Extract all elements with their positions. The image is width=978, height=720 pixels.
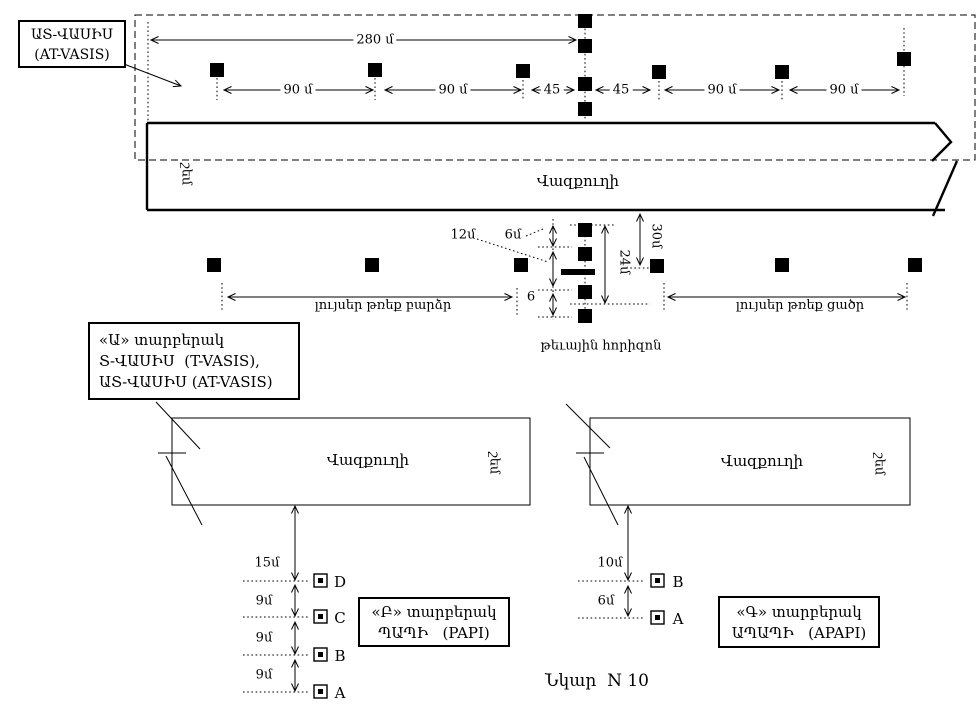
apapi-light-letter-a: A <box>672 610 684 628</box>
apapi-light-letter-b: B <box>672 573 684 591</box>
variant-a-line-2: Տ-ՎԱՍԻՍ (T-VASIS), <box>99 352 260 370</box>
papi-runway-outline <box>155 401 531 526</box>
mid-dimension-arrows <box>226 212 907 317</box>
apapi-runway-outline <box>565 403 911 526</box>
figure-caption: Նկար N 10 <box>545 671 649 691</box>
dim-label-45-2: 45 <box>609 82 633 98</box>
callout-line-1: ԱՏ-ՎԱՍԻՍ <box>30 27 114 43</box>
dim-label-90m-2: 90 մ <box>435 82 471 98</box>
at-vasis-light-units <box>210 14 911 116</box>
papi-light-letter-b: B <box>334 647 346 665</box>
fly-low-line-1: լույսեր <box>735 298 784 313</box>
top-dimension-ticks <box>216 28 905 100</box>
variant-b-line-1: «Բ» տարբերակ <box>371 603 497 621</box>
top-threshold-label: շեմ <box>178 162 194 186</box>
dim-label-280m: 280 մ <box>353 32 397 48</box>
papi-dim-15m: 15մ <box>254 555 280 571</box>
papi-threshold-label: շեմ <box>486 451 502 475</box>
dim-label-90m-4: 90 մ <box>826 82 862 98</box>
apapi-light-unit-a <box>650 610 665 625</box>
dim-label-90m-1: 90 մ <box>280 82 316 98</box>
papi-light-unit-b <box>313 647 328 662</box>
papi-light-unit-c <box>313 609 328 624</box>
papi-dim-9m-2: 9մ <box>255 630 273 646</box>
top-runway-label: Վազքուղի <box>536 172 620 190</box>
dim-label-6-lower: 6 <box>526 289 536 305</box>
papi-light-units <box>313 573 328 699</box>
fly-low-line-2: թռեք ցածր <box>787 298 865 313</box>
papi-runway-label: Վազքուղի <box>326 451 410 469</box>
papi-dim-9m-3: 9մ <box>255 667 273 683</box>
top-runway-outline <box>145 121 959 217</box>
wing-horizon-label: թեւային հորիզոն <box>540 338 662 354</box>
variant-g-line-2: ԱՊԱՊԻ (APAPI) <box>731 624 867 642</box>
dim-label-12m: 12մ <box>450 227 476 243</box>
fly-high-line-1: լույսեր <box>314 298 363 313</box>
papi-dim-9m-1: 9մ <box>255 593 273 609</box>
variant-a-line-3: ԱՏ-ՎԱՍԻՍ (AT-VASIS) <box>99 373 273 391</box>
dim-label-45-1: 45 <box>540 82 564 98</box>
papi-dimension-chain <box>243 504 308 693</box>
callout-line-2: (AT-VASIS) <box>34 47 110 63</box>
papi-light-letter-c: C <box>334 609 346 627</box>
apapi-light-units <box>650 573 665 625</box>
fly-high-line-2: թռեք բարձր <box>366 298 452 313</box>
dim-label-30m: 30մ <box>648 223 664 249</box>
variant-a-line-1: «Ա» տարբերակ <box>99 331 225 349</box>
papi-light-unit-a <box>313 684 328 699</box>
papi-light-unit-d <box>313 573 328 588</box>
callout-pointer-arrow <box>123 63 183 88</box>
variant-a-box: «Ա» տարբերակ Տ-ՎԱՍԻՍ (T-VASIS), ԱՏ-ՎԱՍԻՍ… <box>88 322 300 400</box>
dim-label-6m-upper: 6մ <box>504 227 522 243</box>
papi-light-letter-d: D <box>333 573 347 591</box>
dim-label-24m: 24մ <box>616 249 632 275</box>
dim-label-90m-3: 90 մ <box>704 82 740 98</box>
variant-g-line-1: «Գ» տարբերակ <box>736 603 862 621</box>
apapi-runway-label: Վազքուղի <box>720 452 804 470</box>
apapi-threshold-label: շեմ <box>871 452 887 476</box>
fly-low-label: լույսեր թռեք ցածր <box>731 298 869 314</box>
fly-high-label: լույսեր թռեք բարձր <box>310 298 456 314</box>
apapi-dim-10m: 10մ <box>597 555 623 571</box>
variant-b-papi-box: «Բ» տարբերակ ՊԱՊԻ (PAPI) <box>358 597 510 647</box>
variant-g-apapi-box: «Գ» տարբերակ ԱՊԱՊԻ (APAPI) <box>718 596 880 648</box>
apapi-light-unit-b <box>650 573 665 588</box>
papi-light-letter-a: A <box>334 684 346 702</box>
wing-bar <box>561 269 595 275</box>
variant-b-line-2: ՊԱՊԻ (PAPI) <box>378 624 490 642</box>
apapi-dim-6m: 6մ <box>597 593 615 609</box>
at-vasis-dashed-boundary <box>134 14 976 161</box>
apapi-dimension-chain <box>578 504 643 619</box>
at-vasis-callout-box: ԱՏ-ՎԱՍԻՍ (AT-VASIS) <box>18 20 126 68</box>
